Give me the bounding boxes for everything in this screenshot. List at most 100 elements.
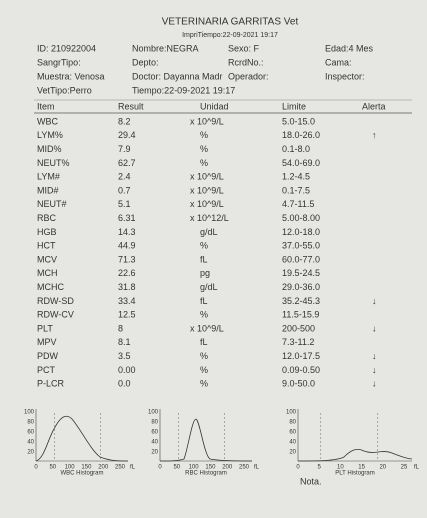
cell-item: HCT (37, 241, 56, 251)
hist-x-label: 250 (239, 465, 250, 471)
histogram-curve (35, 415, 129, 462)
hist-x-label: 25 (401, 465, 408, 471)
cell-result: 8.2 (118, 116, 131, 126)
cell-item: NEUT# (37, 199, 67, 209)
hist-x-label: 0 (296, 465, 300, 471)
cell-alert: ↓ (372, 351, 377, 361)
cell-limit: 19.5-24.5 (282, 268, 320, 278)
field: RcrdNo.: (228, 57, 264, 67)
cell-limit: 0.09-0.50 (282, 365, 320, 375)
hist-x-label: 100 (65, 465, 76, 471)
cell-alert: ↓ (372, 379, 377, 389)
hist-y-label: 100 (24, 410, 35, 416)
cell-item: PLT (37, 323, 53, 333)
cell-limit: 200-500 (282, 323, 315, 333)
cell-result: 6.31 (118, 213, 136, 223)
hist-x-label: 50 (49, 465, 56, 471)
column-header: Item (37, 101, 55, 111)
cell-limit: 5.0-15.0 (282, 116, 315, 126)
cell-unit: % (200, 310, 208, 320)
cell-limit: 4.7-11.5 (282, 199, 314, 209)
cell-result: 7.9 (118, 144, 131, 154)
cell-result: 31.8 (118, 282, 136, 292)
hist-y-label: 20 (151, 450, 158, 456)
hist-x-label: 50 (173, 465, 180, 471)
hist-x-label: 5 (318, 465, 322, 471)
cell-unit: % (200, 379, 208, 389)
hist-caption: PLT Histogram (335, 471, 374, 477)
hist-x-unit: fL (414, 465, 420, 471)
cell-unit: x 10^9/L (190, 172, 224, 182)
cell-result: 29.4 (118, 130, 136, 140)
cell-unit: x 10^9/L (190, 323, 224, 333)
cell-unit: % (200, 365, 208, 375)
cell-unit: % (200, 351, 208, 361)
cell-limit: 12.0-17.5 (282, 351, 320, 361)
cell-result: 0.7 (118, 185, 131, 195)
cell-item: P-LCR (37, 379, 65, 389)
field: Edad:4 Mes (325, 43, 374, 53)
column-header: Alerta (362, 101, 386, 111)
cell-unit: % (200, 144, 208, 154)
histogram-curve (159, 418, 253, 462)
cell-item: RBC (37, 213, 57, 223)
hist-x-label: 15 (358, 465, 365, 471)
cell-result: 12.5 (118, 310, 136, 320)
cell-result: 3.5 (118, 351, 131, 361)
hist-x-unit: fL (130, 465, 136, 471)
cell-limit: 35.2-45.3 (282, 296, 320, 306)
hist-y-label: 100 (286, 410, 297, 416)
hist-y-label: 80 (151, 420, 158, 426)
cell-result: 33.4 (118, 296, 136, 306)
field: ID: 210922004 (37, 43, 96, 53)
cell-item: MCH (37, 268, 58, 278)
cell-limit: 7.3-11.2 (282, 337, 314, 347)
cell-limit: 5.00-8.00 (282, 213, 320, 223)
cell-unit: % (200, 241, 208, 251)
cell-unit: x 10^9/L (190, 185, 224, 195)
field: VetTipo:Perro (37, 85, 92, 95)
cell-unit: x 10^9/L (190, 116, 224, 126)
cell-result: 0.0 (118, 379, 131, 389)
cell-item: PDW (37, 351, 59, 361)
cell-unit: x 10^9/L (190, 199, 224, 209)
cell-result: 71.3 (118, 254, 136, 264)
hist-y-label: 40 (27, 440, 34, 446)
field: Sexo: F (228, 43, 260, 53)
cell-result: 22.6 (118, 268, 136, 278)
cell-alert: ↓ (372, 365, 377, 375)
hist-x-label: 150 (81, 465, 92, 471)
cell-result: 8 (118, 323, 123, 333)
field: Inspector: (325, 71, 365, 81)
cell-unit: x 10^12/L (190, 213, 229, 223)
cell-alert: ↓ (372, 323, 377, 333)
hist-y-label: 100 (148, 410, 159, 416)
field: Depto: (132, 57, 159, 67)
cell-result: 44.9 (118, 241, 136, 251)
column-header: Result (118, 101, 144, 111)
cell-result: 62.7 (118, 158, 136, 168)
cell-alert: ↓ (372, 296, 377, 306)
hist-x-unit: fL (254, 465, 260, 471)
cell-item: LYM# (37, 172, 60, 182)
cell-limit: 0.1-7.5 (282, 185, 310, 195)
title: VETERINARIA GARRITAS Vet (162, 17, 299, 28)
cell-item: LYM% (37, 130, 63, 140)
hist-y-label: 60 (27, 430, 34, 436)
cell-item: MID# (37, 185, 59, 195)
cell-limit: 18.0-26.0 (282, 130, 320, 140)
hist-x-label: 20 (379, 465, 386, 471)
cell-unit: % (200, 158, 208, 168)
hist-x-label: 200 (98, 465, 109, 471)
cell-limit: 29.0-36.0 (282, 282, 320, 292)
cell-unit: g/dL (200, 227, 218, 237)
cell-item: WBC (37, 116, 58, 126)
cell-alert: ↑ (372, 130, 377, 140)
cell-item: PCT (37, 365, 56, 375)
cell-limit: 60.0-77.0 (282, 254, 320, 264)
hist-y-label: 20 (27, 450, 34, 456)
hist-x-label: 10 (337, 465, 344, 471)
hist-caption: WBC Histogram (60, 471, 103, 477)
